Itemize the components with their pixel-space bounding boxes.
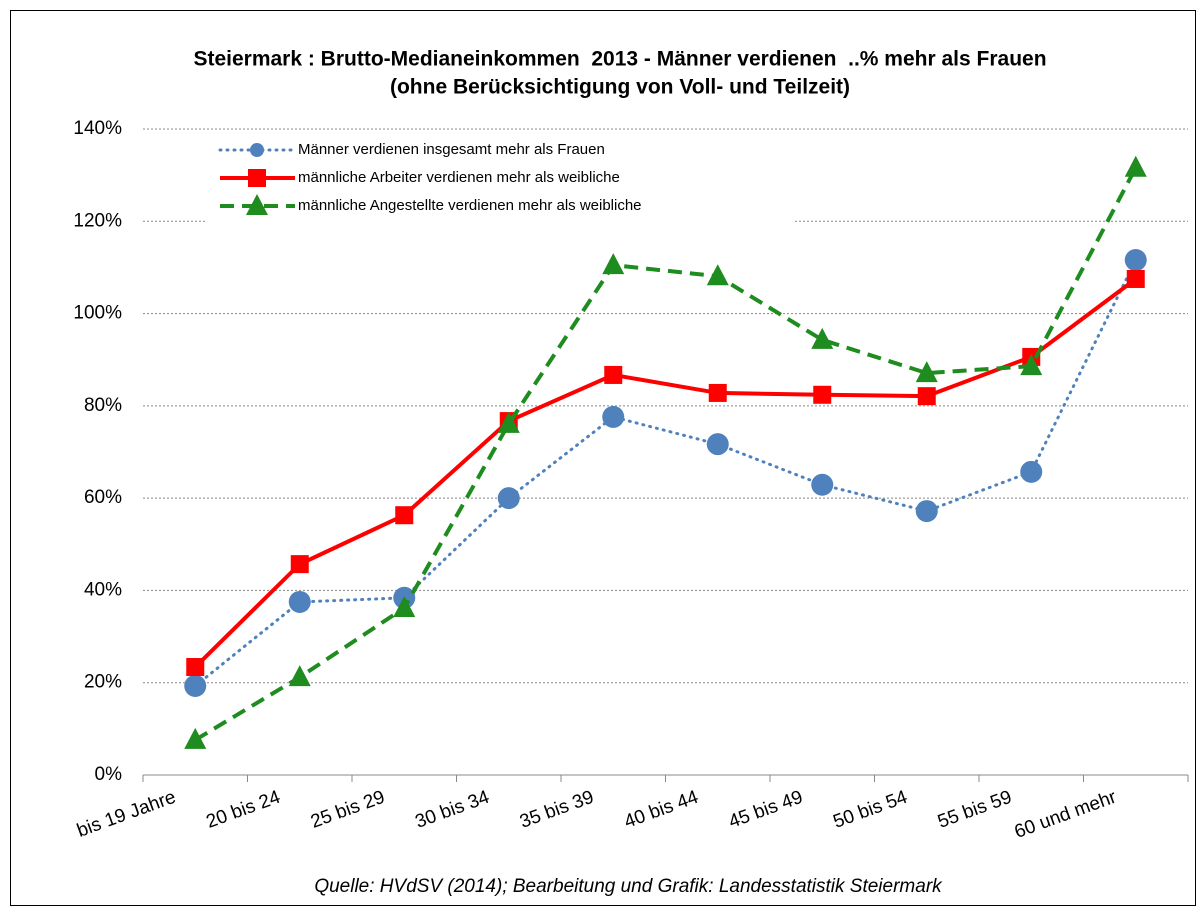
y-tick-label: 0% xyxy=(95,764,123,785)
data-point xyxy=(706,264,729,286)
y-tick-label: 20% xyxy=(84,672,122,693)
data-point xyxy=(1126,269,1145,288)
data-point xyxy=(706,433,729,456)
data-point xyxy=(602,253,625,275)
data-point xyxy=(917,387,936,406)
y-tick-label: 100% xyxy=(73,303,122,324)
data-point xyxy=(915,500,938,523)
legend-label: Männer verdienen insgesamt mehr als Frau… xyxy=(298,141,605,158)
data-point xyxy=(497,411,520,433)
legend-marker xyxy=(246,194,268,215)
chart-title: Steiermark : Brutto-Medianeinkommen 2013… xyxy=(193,48,1046,71)
legend-marker xyxy=(250,143,264,157)
data-point xyxy=(604,365,623,384)
data-point xyxy=(915,361,938,383)
data-point xyxy=(393,595,416,617)
y-tick-label: 40% xyxy=(84,579,122,600)
data-point xyxy=(811,473,834,496)
data-point xyxy=(1020,354,1043,376)
legend-marker xyxy=(248,169,266,187)
data-point xyxy=(290,555,309,574)
legend-box xyxy=(205,137,795,223)
data-point xyxy=(186,658,205,677)
data-point xyxy=(395,506,414,525)
data-point xyxy=(288,665,311,687)
chart-subtitle: (ohne Berücksichtigung von Voll- und Tei… xyxy=(390,76,850,99)
series-line xyxy=(193,258,1138,688)
y-tick-label: 140% xyxy=(73,118,122,139)
series-line xyxy=(193,277,1137,669)
data-point xyxy=(497,487,520,510)
data-point xyxy=(811,327,834,349)
data-point xyxy=(813,385,832,404)
y-tick-label: 120% xyxy=(73,210,122,231)
data-point xyxy=(1020,460,1043,483)
source-note: Quelle: HVdSV (2014); Bearbeitung und Gr… xyxy=(314,876,943,897)
data-point xyxy=(184,727,207,749)
data-point xyxy=(288,590,311,613)
y-tick-label: 60% xyxy=(84,487,122,508)
y-tick-label: 80% xyxy=(84,395,122,416)
data-point xyxy=(1124,249,1147,272)
data-point xyxy=(708,383,727,402)
legend: Männer verdienen insgesamt mehr als Frau… xyxy=(205,137,795,223)
series-line xyxy=(194,166,1138,742)
legend-label: männliche Angestellte verdienen mehr als… xyxy=(298,197,642,214)
legend-label: männliche Arbeiter verdienen mehr als we… xyxy=(298,169,620,186)
data-point xyxy=(1124,155,1147,177)
data-point xyxy=(602,405,625,428)
data-point xyxy=(184,674,207,697)
